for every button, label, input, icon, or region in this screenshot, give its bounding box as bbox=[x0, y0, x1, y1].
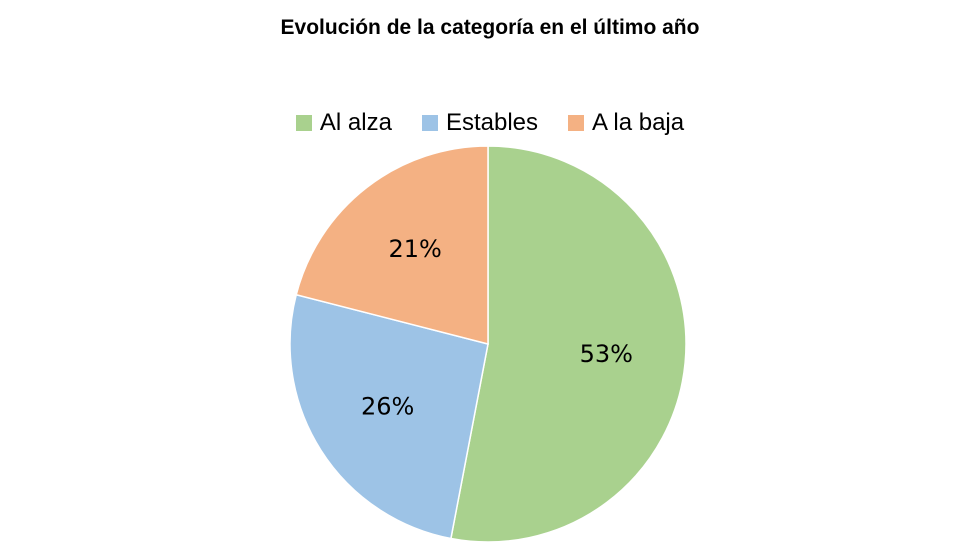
pie-slice-estables bbox=[289, 293, 489, 540]
data-label-a-la-baja: 21% bbox=[389, 235, 442, 263]
data-label-al-alza: 53% bbox=[580, 340, 633, 368]
data-label-estables: 26% bbox=[361, 393, 414, 421]
pie-slice-a-la-baja bbox=[295, 145, 489, 345]
legend-label-al-alza: Al alza bbox=[319, 109, 392, 136]
chart-legend: Al alza Estables A la baja bbox=[0, 107, 980, 139]
pie-slice-al-alza bbox=[450, 145, 687, 543]
legend-swatch-estables bbox=[421, 115, 438, 131]
legend-item-estables: Estables bbox=[421, 109, 539, 137]
chart-title: Evolución de la categoría en el último a… bbox=[280, 16, 700, 39]
legend-label-estables: Estables bbox=[445, 109, 539, 136]
legend-item-al-alza: Al alza bbox=[295, 109, 392, 137]
legend-swatch-al-alza bbox=[295, 115, 312, 131]
legend-swatch-a-la-baja bbox=[568, 115, 585, 131]
legend-label-a-la-baja: A la baja bbox=[592, 109, 685, 136]
legend-item-a-la-baja: A la baja bbox=[568, 109, 684, 137]
